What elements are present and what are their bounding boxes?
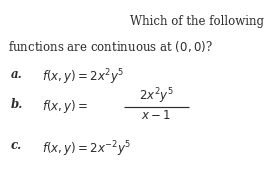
Text: $2x^2y^5$: $2x^2y^5$ (139, 86, 174, 106)
Text: $f(x, y) =$: $f(x, y) =$ (42, 98, 88, 115)
Text: $f(x, y) = 2x^{-2}y^5$: $f(x, y) = 2x^{-2}y^5$ (42, 139, 131, 159)
Text: $f(x, y) = 2x^2y^5$: $f(x, y) = 2x^2y^5$ (42, 68, 124, 87)
Text: $x - 1$: $x - 1$ (141, 109, 171, 122)
Text: a.: a. (11, 68, 23, 81)
Text: c.: c. (11, 139, 22, 152)
Text: b.: b. (11, 98, 23, 111)
Text: Which of the following: Which of the following (130, 15, 264, 28)
Text: functions are continuous at $(0, 0)$?: functions are continuous at $(0, 0)$? (8, 39, 213, 54)
